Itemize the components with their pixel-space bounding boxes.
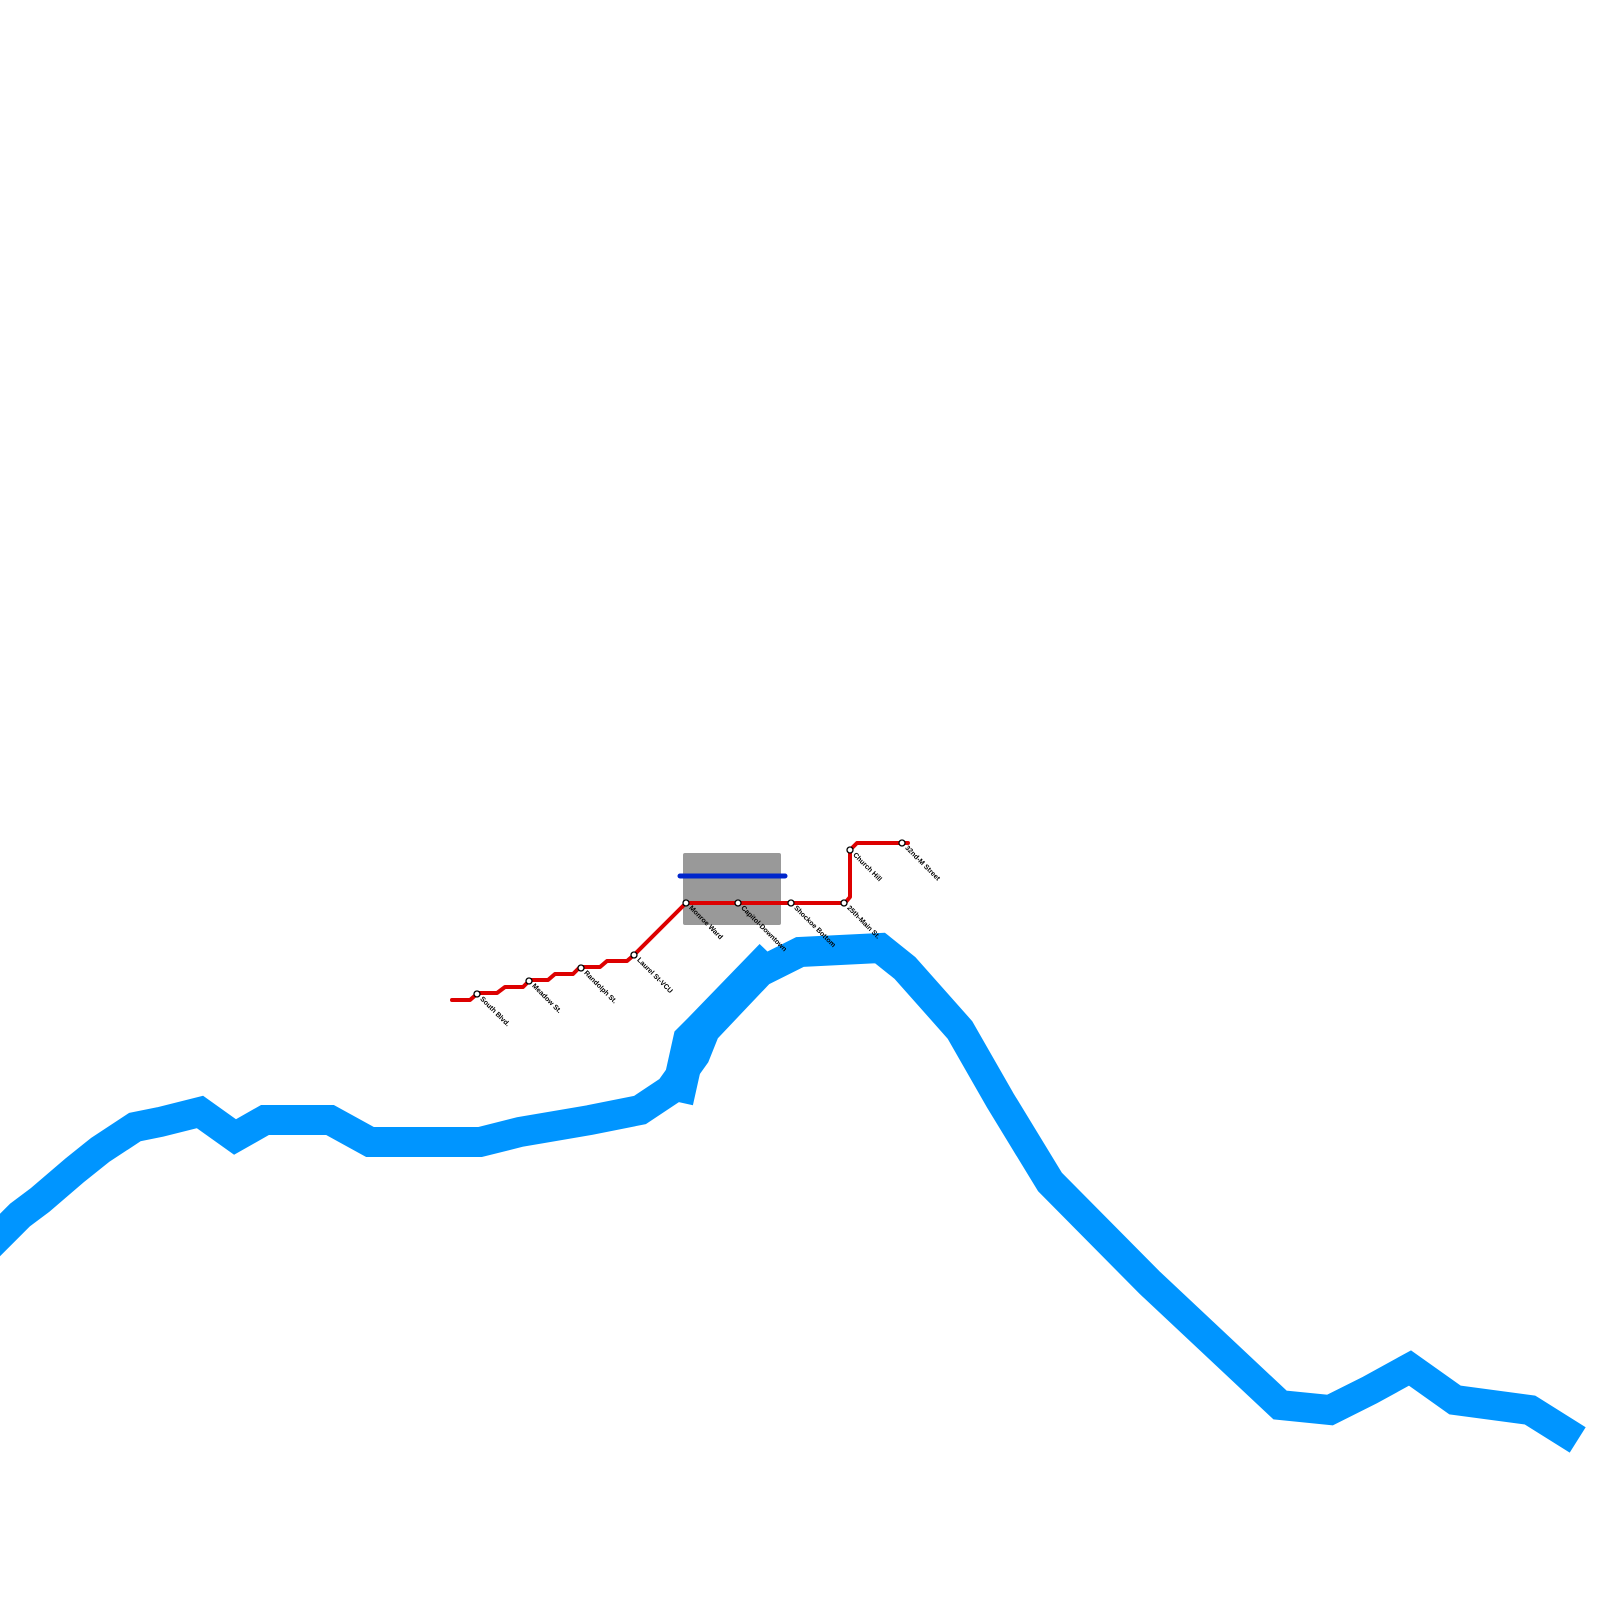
red-line [450, 841, 910, 1002]
station-marker[interactable] [630, 951, 638, 959]
station-marker[interactable] [525, 977, 533, 985]
station-marker[interactable] [682, 899, 690, 907]
station-label: Randolph St. [582, 970, 618, 1006]
station-marker[interactable] [473, 990, 481, 998]
station-marker[interactable] [898, 839, 906, 847]
river-band [0, 932, 1586, 1453]
station-marker[interactable] [734, 899, 742, 907]
station-label: Laurel St-VCU [635, 957, 673, 995]
downtown-area [683, 853, 781, 925]
station-marker[interactable] [787, 899, 795, 907]
station-marker[interactable] [840, 899, 848, 907]
river-widening [659, 943, 785, 1106]
station-label: Church Hill [851, 852, 882, 883]
station-marker[interactable] [577, 964, 585, 972]
river [0, 932, 1586, 1453]
station-label: South Blvd. [478, 996, 510, 1028]
station-marker[interactable] [846, 846, 854, 854]
station-label: Meadow St. [530, 983, 562, 1015]
station-label: 32nd-M Street [903, 845, 941, 883]
